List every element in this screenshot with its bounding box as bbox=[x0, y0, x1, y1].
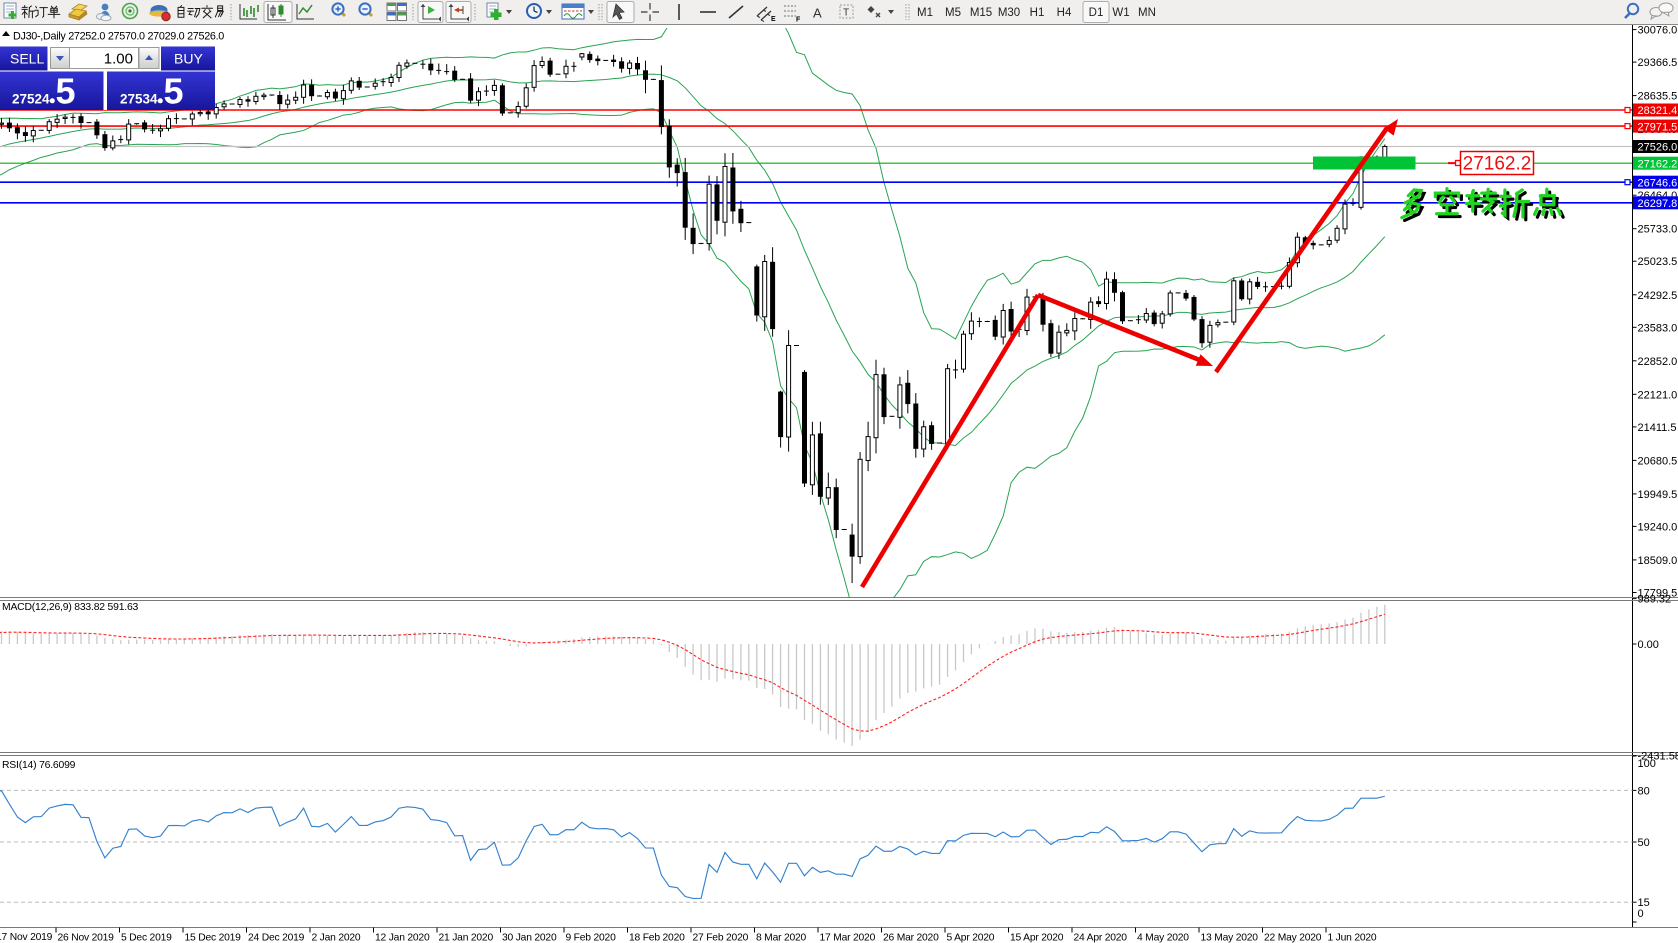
svg-text:18509.0: 18509.0 bbox=[1638, 555, 1678, 567]
svg-text:26 Nov 2019: 26 Nov 2019 bbox=[58, 933, 115, 943]
svg-text:19949.5: 19949.5 bbox=[1638, 489, 1678, 501]
svg-text:20680.5: 20680.5 bbox=[1638, 455, 1678, 467]
svg-text:D1: D1 bbox=[1089, 7, 1104, 19]
svg-text:22121.0: 22121.0 bbox=[1638, 389, 1678, 401]
svg-text:29366.5: 29366.5 bbox=[1638, 57, 1678, 69]
svg-text:4 May 2020: 4 May 2020 bbox=[1137, 933, 1189, 943]
svg-text:27524: 27524 bbox=[12, 92, 50, 107]
svg-text:24 Apr 2020: 24 Apr 2020 bbox=[1074, 933, 1128, 943]
svg-text:T: T bbox=[843, 8, 849, 19]
svg-text:50: 50 bbox=[1638, 837, 1650, 849]
svg-text:SELL: SELL bbox=[10, 51, 44, 67]
svg-text:A: A bbox=[813, 6, 822, 21]
svg-text:30076.0: 30076.0 bbox=[1638, 25, 1678, 37]
svg-text:17 Nov 2019: 17 Nov 2019 bbox=[0, 932, 53, 943]
svg-text:M5: M5 bbox=[945, 7, 961, 19]
svg-text:1.00: 1.00 bbox=[104, 51, 133, 68]
svg-text:27971.5: 27971.5 bbox=[1638, 121, 1678, 133]
svg-text:W1: W1 bbox=[1112, 7, 1129, 19]
svg-text:100: 100 bbox=[1638, 758, 1656, 770]
svg-text:23583.0: 23583.0 bbox=[1638, 322, 1678, 334]
svg-text:13 May 2020: 13 May 2020 bbox=[1201, 933, 1259, 943]
svg-text:17799.5: 17799.5 bbox=[1638, 588, 1678, 600]
svg-text:18 Feb 2020: 18 Feb 2020 bbox=[629, 933, 685, 943]
svg-text:5 Dec 2019: 5 Dec 2019 bbox=[121, 933, 172, 943]
svg-text:26 Mar 2020: 26 Mar 2020 bbox=[883, 933, 939, 943]
svg-text:0: 0 bbox=[1638, 908, 1644, 920]
svg-text:2 Jan 2020: 2 Jan 2020 bbox=[312, 933, 361, 943]
svg-text:22852.0: 22852.0 bbox=[1638, 356, 1678, 368]
svg-text:DJ30-,Daily 27252.0 27570.0 2: DJ30-,Daily 27252.0 27570.0 27029.0 2752… bbox=[13, 31, 224, 43]
svg-text:5: 5 bbox=[164, 71, 184, 112]
svg-text:F: F bbox=[796, 17, 801, 24]
svg-text:5 Apr 2020: 5 Apr 2020 bbox=[947, 933, 995, 943]
svg-text:22 May 2020: 22 May 2020 bbox=[1264, 933, 1322, 943]
svg-text:5: 5 bbox=[56, 71, 76, 112]
svg-text:15: 15 bbox=[1638, 897, 1650, 909]
svg-text:M15: M15 bbox=[970, 7, 992, 19]
svg-text:0.00: 0.00 bbox=[1638, 639, 1659, 651]
svg-text:M30: M30 bbox=[998, 7, 1020, 19]
svg-text:27 Feb 2020: 27 Feb 2020 bbox=[693, 933, 749, 943]
svg-text:MN: MN bbox=[1138, 7, 1156, 19]
svg-text:80: 80 bbox=[1638, 785, 1650, 797]
svg-text:M1: M1 bbox=[917, 7, 933, 19]
svg-text:25733.0: 25733.0 bbox=[1638, 224, 1678, 236]
svg-text:19240.0: 19240.0 bbox=[1638, 521, 1678, 533]
svg-text:21 Jan 2020: 21 Jan 2020 bbox=[439, 933, 494, 943]
svg-text:H4: H4 bbox=[1057, 7, 1072, 19]
svg-text:8 Mar 2020: 8 Mar 2020 bbox=[756, 933, 807, 943]
svg-text:12 Jan 2020: 12 Jan 2020 bbox=[375, 933, 430, 943]
svg-text:-2431.58: -2431.58 bbox=[1638, 751, 1678, 763]
svg-text:BUY: BUY bbox=[174, 51, 203, 67]
svg-text:28635.5: 28635.5 bbox=[1638, 91, 1678, 103]
svg-text:MACD(12,26,9) 833.82 591.63: MACD(12,26,9) 833.82 591.63 bbox=[2, 602, 139, 613]
svg-text:21411.5: 21411.5 bbox=[1638, 422, 1677, 434]
svg-text:9 Feb 2020: 9 Feb 2020 bbox=[566, 933, 617, 943]
svg-text:30 Jan 2020: 30 Jan 2020 bbox=[502, 933, 557, 943]
svg-text:H1: H1 bbox=[1030, 7, 1045, 19]
svg-text:26297.8: 26297.8 bbox=[1638, 198, 1678, 210]
svg-text:15 Dec 2019: 15 Dec 2019 bbox=[185, 933, 242, 943]
svg-text:RSI(14) 76.6099: RSI(14) 76.6099 bbox=[2, 760, 76, 771]
svg-text:17 Mar 2020: 17 Mar 2020 bbox=[820, 933, 876, 943]
svg-text:27526.0: 27526.0 bbox=[1638, 142, 1678, 154]
svg-text:26746.6: 26746.6 bbox=[1638, 177, 1678, 189]
svg-text:24 Dec 2019: 24 Dec 2019 bbox=[248, 933, 305, 943]
svg-text:989.32: 989.32 bbox=[1638, 594, 1672, 606]
svg-text:15 Apr 2020: 15 Apr 2020 bbox=[1010, 933, 1064, 943]
svg-text:25023.5: 25023.5 bbox=[1638, 256, 1678, 268]
svg-text:27162.2: 27162.2 bbox=[1638, 158, 1678, 170]
svg-text:28321.4: 28321.4 bbox=[1638, 105, 1678, 117]
svg-text:27162.2: 27162.2 bbox=[1463, 154, 1532, 175]
svg-text:1 Jun 2020: 1 Jun 2020 bbox=[1328, 933, 1377, 943]
svg-text:27534: 27534 bbox=[120, 92, 158, 107]
svg-text:24292.5: 24292.5 bbox=[1638, 290, 1678, 302]
svg-text:E: E bbox=[771, 16, 776, 23]
